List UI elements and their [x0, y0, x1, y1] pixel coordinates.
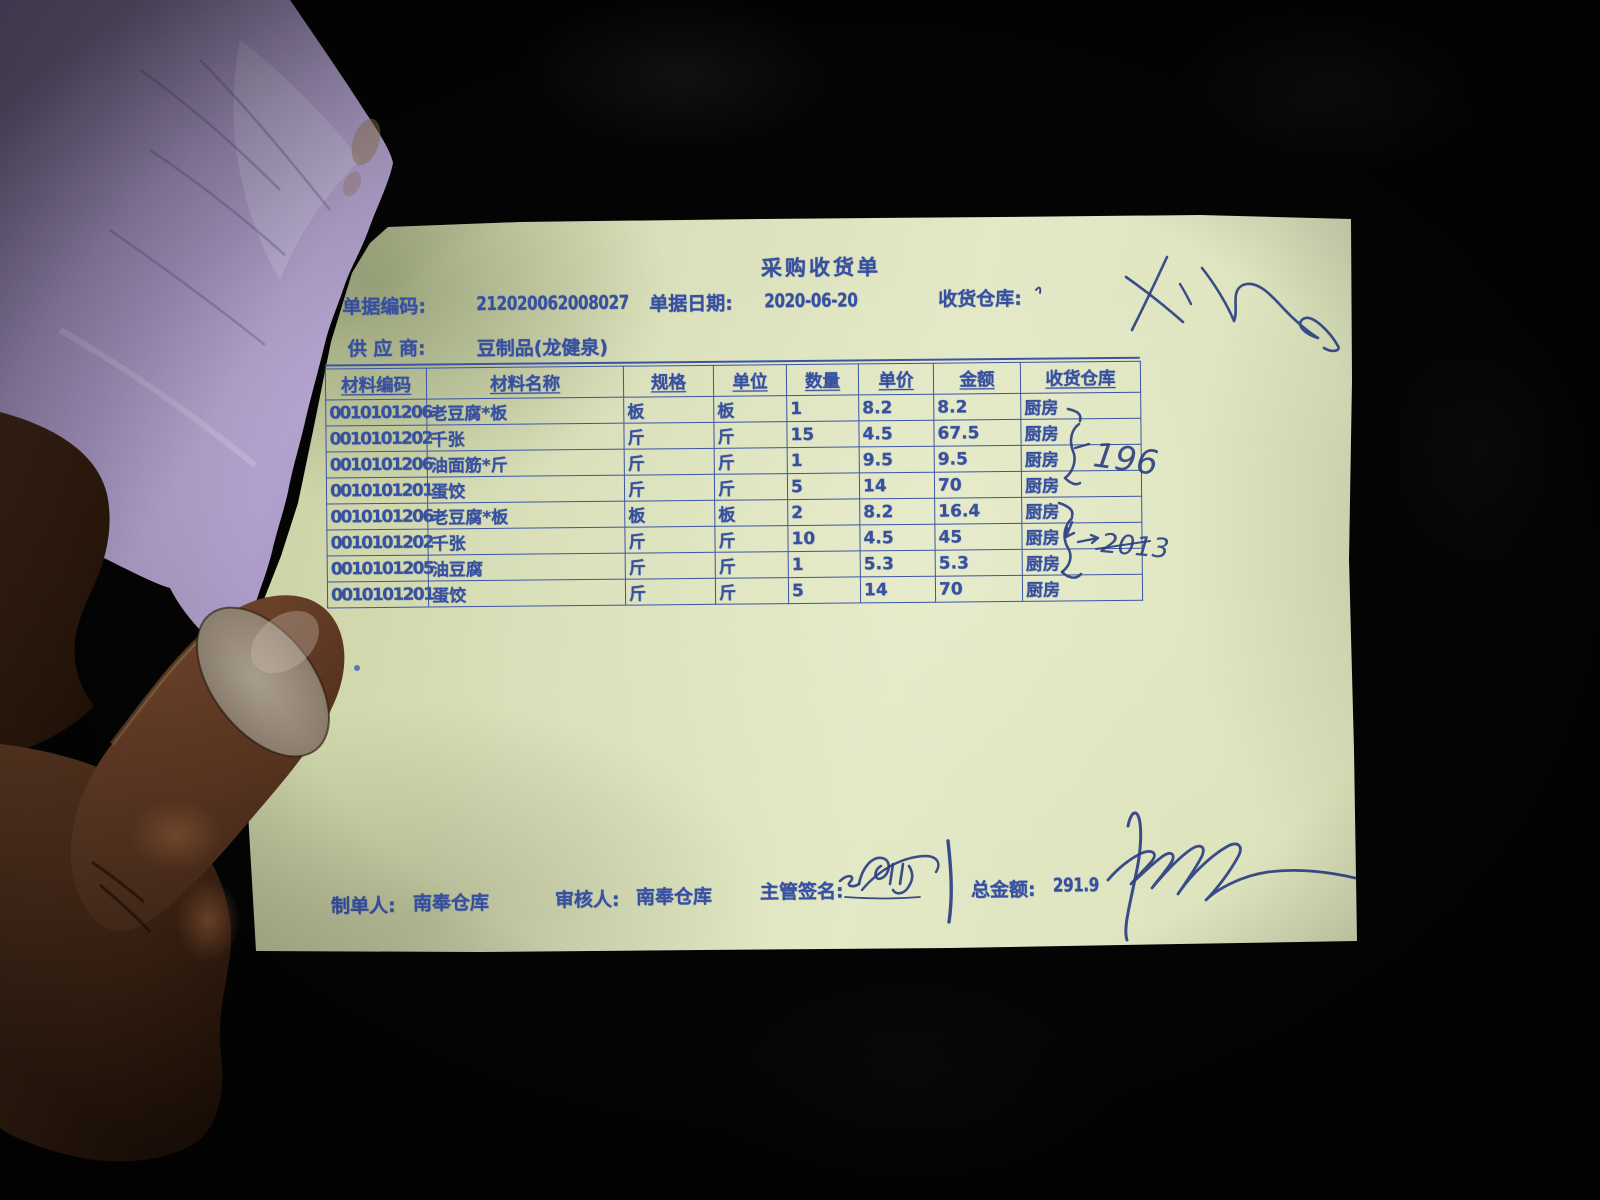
knuckle-highlight [129, 799, 221, 871]
knuckle-highlight [176, 878, 240, 962]
